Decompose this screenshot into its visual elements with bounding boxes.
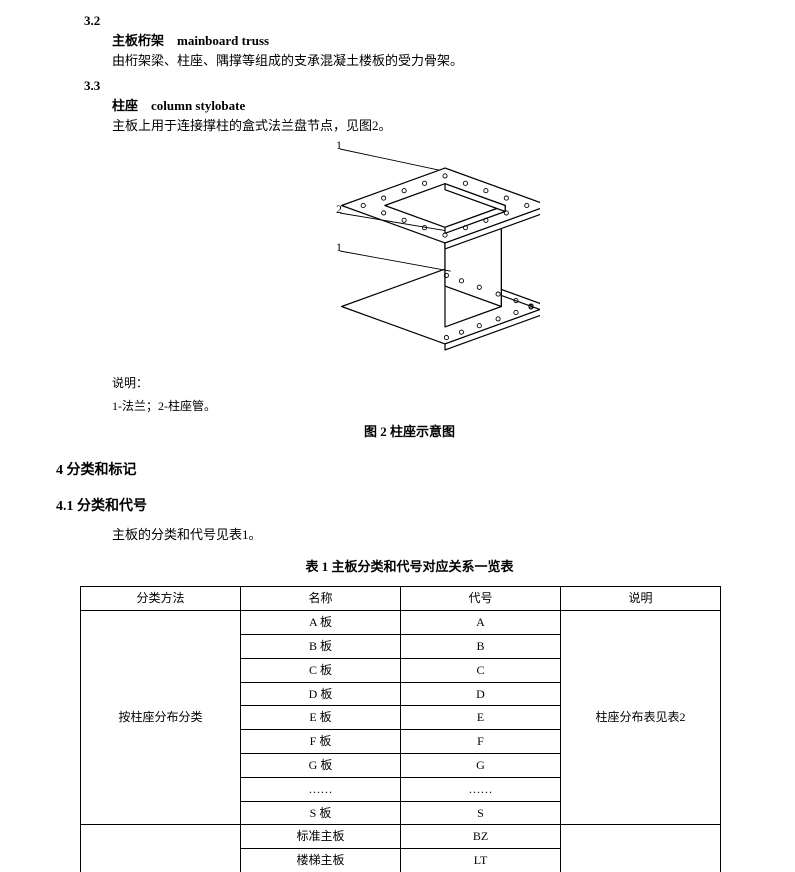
cell-code: …… <box>401 777 561 801</box>
cell-code: E <box>401 706 561 730</box>
svg-text:1: 1 <box>336 139 342 152</box>
cell-name: D 板 <box>241 682 401 706</box>
cell-name: 标准主板 <box>241 825 401 849</box>
figure-legend-body: 1-法兰；2-柱座管。 <box>112 398 735 415</box>
table-body: 按柱座分布分类A 板A柱座分布表见表2B 板BC 板CD 板DE 板EF 板FG… <box>81 611 721 872</box>
table-row: 按柱座分布分类A 板A柱座分布表见表2 <box>81 611 721 635</box>
cell-name: 楼梯主板 <box>241 849 401 872</box>
section-number-3-3: 3.3 <box>84 77 735 95</box>
definition-3-2: 由桁架梁、柱座、隅撑等组成的支承混凝土楼板的受力骨架。 <box>112 52 735 70</box>
cell-code: D <box>401 682 561 706</box>
section-number-3-2: 3.2 <box>84 12 735 30</box>
term-en-3-3: column stylobate <box>151 98 245 113</box>
svg-text:2: 2 <box>336 202 342 216</box>
term-3-2: 主板桁架 mainboard truss <box>112 32 735 50</box>
document-page: 3.2 主板桁架 mainboard truss 由桁架梁、柱座、隅撑等组成的支… <box>0 0 795 847</box>
term-cn-3-2: 主板桁架 <box>112 33 164 48</box>
cell-note <box>561 825 721 872</box>
svg-text:1: 1 <box>336 240 342 254</box>
definition-3-3: 主板上用于连接撑柱的盒式法兰盘节点，见图2。 <box>112 117 735 135</box>
table-1: 分类方法 名称 代号 说明 按柱座分布分类A 板A柱座分布表见表2B 板BC 板… <box>80 586 721 872</box>
cell-name: S 板 <box>241 801 401 825</box>
th-method: 分类方法 <box>81 587 241 611</box>
heading-4: 4 分类和标记 <box>56 461 735 481</box>
table-header-row: 分类方法 名称 代号 说明 <box>81 587 721 611</box>
cell-name: C 板 <box>241 658 401 682</box>
th-code: 代号 <box>401 587 561 611</box>
figure-2-caption: 图 2 柱座示意图 <box>84 423 735 441</box>
figure-2-svg: 1 2 1 <box>280 139 540 369</box>
figure-2-container: 1 2 1 <box>84 139 735 369</box>
term-3-3: 柱座 column stylobate <box>112 97 735 115</box>
term-cn-3-3: 柱座 <box>112 98 138 113</box>
cell-name: …… <box>241 777 401 801</box>
table-row: 标准主板BZ <box>81 825 721 849</box>
cell-name: F 板 <box>241 730 401 754</box>
cell-code: C <box>401 658 561 682</box>
cell-code: F <box>401 730 561 754</box>
cell-code: A <box>401 611 561 635</box>
th-note: 说明 <box>561 587 721 611</box>
th-name: 名称 <box>241 587 401 611</box>
cell-code: BZ <box>401 825 561 849</box>
cell-method <box>81 825 241 872</box>
term-en-3-2: mainboard truss <box>177 33 269 48</box>
cell-code: S <box>401 801 561 825</box>
cell-name: B 板 <box>241 635 401 659</box>
cell-code: B <box>401 635 561 659</box>
cell-name: G 板 <box>241 754 401 778</box>
figure-legend-title: 说明： <box>112 375 735 392</box>
cell-code: G <box>401 754 561 778</box>
cell-code: LT <box>401 849 561 872</box>
para-4-1: 主板的分类和代号见表1。 <box>112 526 735 544</box>
table-1-caption: 表 1 主板分类和代号对应关系一览表 <box>84 558 735 576</box>
cell-note: 柱座分布表见表2 <box>561 611 721 825</box>
cell-name: A 板 <box>241 611 401 635</box>
cell-name: E 板 <box>241 706 401 730</box>
cell-method: 按柱座分布分类 <box>81 611 241 825</box>
heading-4-1: 4.1 分类和代号 <box>56 497 735 517</box>
